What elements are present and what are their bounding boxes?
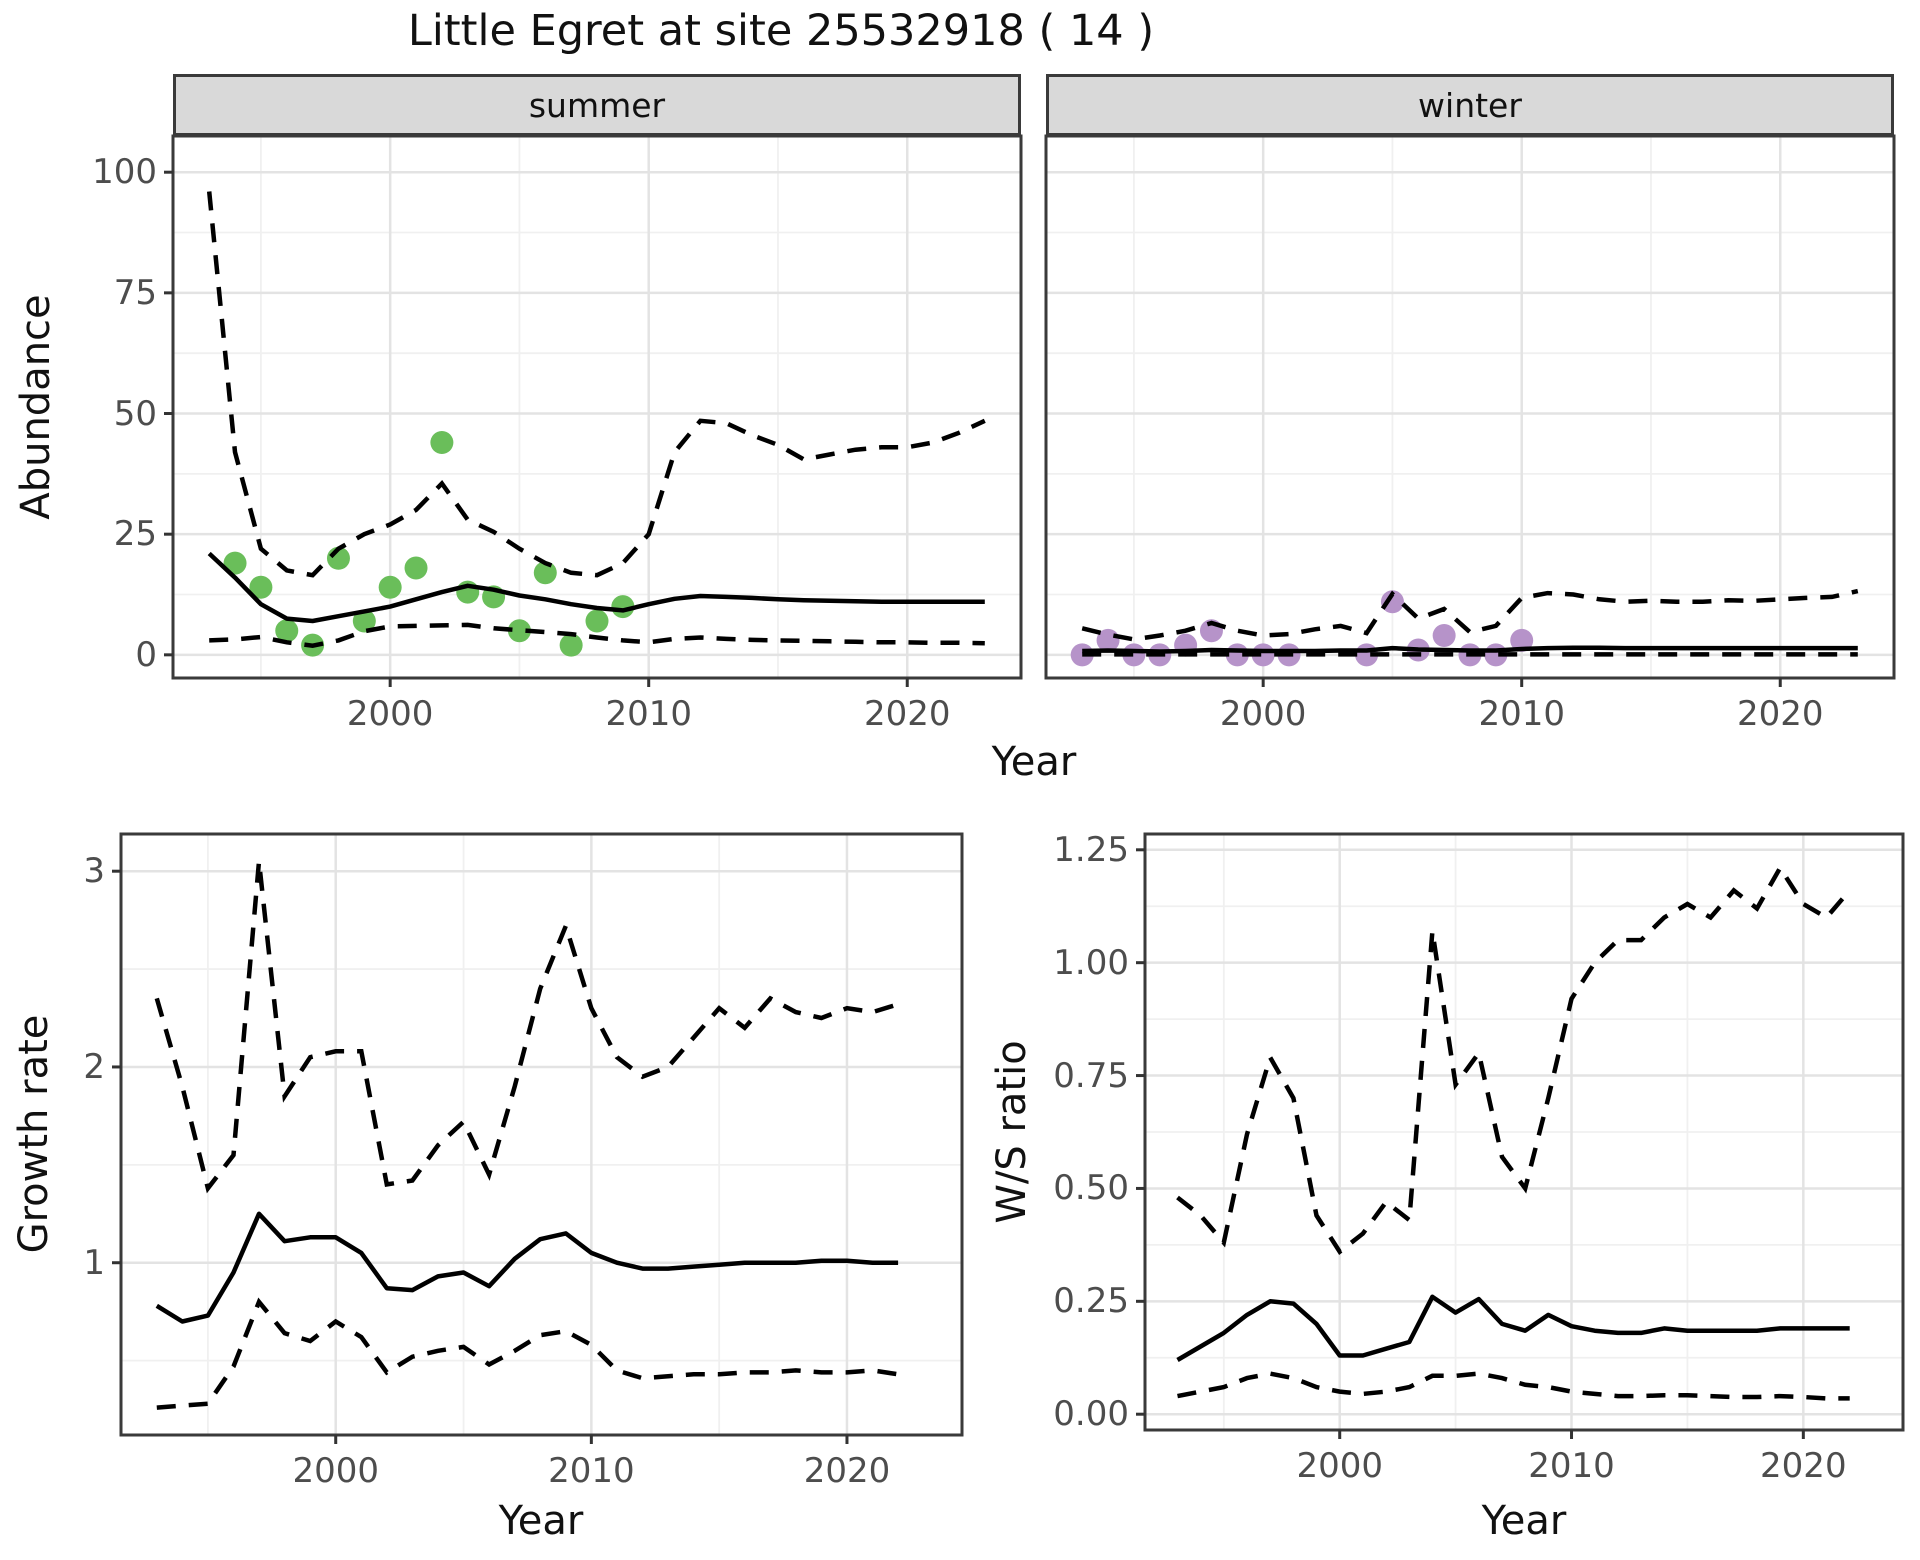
- data-point: [352, 609, 376, 633]
- x-tick-label: 2000: [1296, 1446, 1383, 1486]
- y-tick-label: 0: [135, 634, 157, 675]
- lower-ci-line: [209, 622, 985, 648]
- panel-background: [1046, 136, 1894, 678]
- x-tick-label: 2000: [346, 694, 434, 734]
- panel-background: [173, 136, 1021, 678]
- facet-strip-summer: summer: [173, 74, 1021, 136]
- lower-ci-line: [156, 1297, 899, 1410]
- top-x-axis-title: Year: [991, 739, 1077, 785]
- growth-rate-panel: [112, 832, 964, 1444]
- facet-strip-summer-label: summer: [528, 85, 666, 125]
- data-point: [275, 619, 299, 643]
- data-point: [249, 575, 273, 599]
- y-tick-label: 3: [83, 851, 105, 892]
- y-tick-label: 1: [83, 1242, 105, 1283]
- panel-border: [119, 832, 964, 1437]
- data-point: [1432, 624, 1456, 648]
- data-point: [1380, 590, 1404, 614]
- y-tick-label: 100: [92, 152, 157, 193]
- ws-ratio-panel: [1136, 832, 1905, 1439]
- x-tick-label: 2020: [1736, 694, 1824, 734]
- y-tick-label: 75: [113, 272, 157, 313]
- facet-strip-winter-label: winter: [1418, 85, 1522, 125]
- y-tick-label: 0.75: [1053, 1055, 1129, 1096]
- median-line: [207, 551, 985, 624]
- summer-abundance-panel: [164, 134, 1023, 687]
- x-tick-label: 2020: [1760, 1446, 1847, 1486]
- y-tick-label: 0.00: [1053, 1394, 1129, 1435]
- x-tick-label: 2010: [548, 1451, 635, 1491]
- y-tick-label: 25: [113, 514, 157, 555]
- y-tick-label: 1.00: [1053, 942, 1129, 983]
- data-point: [378, 575, 402, 599]
- data-point: [1510, 628, 1534, 652]
- panel-border: [1044, 134, 1896, 680]
- median-line: [1176, 1294, 1850, 1362]
- growth-rate-x-axis-title: Year: [498, 1498, 584, 1544]
- upper-ci-line: [1176, 863, 1852, 1255]
- x-tick-label: 2000: [1219, 694, 1307, 734]
- upper-ci-line: [206, 191, 986, 578]
- x-tick-label: 2010: [1478, 694, 1565, 734]
- winter-abundance-panel: [1044, 134, 1896, 687]
- y-tick-label: 50: [113, 393, 157, 434]
- y-tick-label: 0.25: [1053, 1281, 1129, 1322]
- y-tick-label: 2: [83, 1046, 105, 1087]
- data-point: [223, 551, 247, 575]
- upper-ci-line: [1081, 588, 1859, 642]
- data-point: [533, 561, 557, 585]
- data-point: [585, 609, 609, 633]
- x-tick-label: 2020: [803, 1451, 891, 1491]
- panel-border: [171, 134, 1023, 680]
- median-line: [1082, 645, 1858, 654]
- data-point: [611, 595, 635, 619]
- data-point: [507, 619, 531, 643]
- data-point: [559, 633, 583, 657]
- data-point: [430, 430, 454, 454]
- panel-background: [121, 834, 962, 1435]
- x-tick-label: 2010: [1528, 1446, 1615, 1486]
- x-tick-label: 2010: [605, 694, 692, 734]
- x-tick-label: 2020: [863, 694, 951, 734]
- x-tick-label: 2000: [292, 1451, 379, 1491]
- panel-border: [1143, 832, 1905, 1432]
- median-line: [155, 1211, 899, 1324]
- data-point: [404, 556, 428, 580]
- plot-title: Little Egret at site 25532918 ( 14 ): [407, 6, 1155, 56]
- ws-ratio-x-axis-title: Year: [1481, 1498, 1567, 1544]
- y-tick-label: 0.50: [1053, 1168, 1129, 1209]
- y-tick-label: 1.25: [1053, 829, 1129, 870]
